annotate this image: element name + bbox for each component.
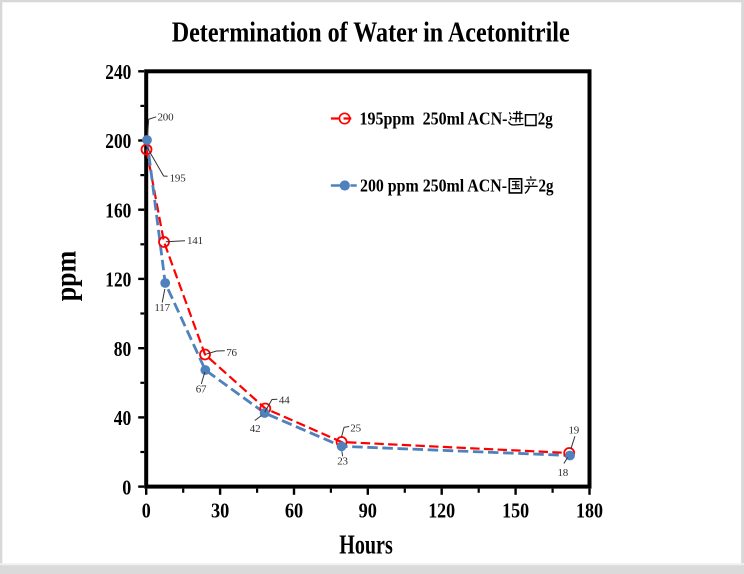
svg-text:2g: 2g — [539, 175, 554, 195]
svg-text:18: 18 — [558, 467, 569, 479]
svg-text:141: 141 — [187, 235, 203, 247]
svg-text:40: 40 — [114, 406, 132, 430]
svg-text:240: 240 — [105, 60, 131, 84]
svg-text:44: 44 — [279, 395, 290, 407]
svg-text:25: 25 — [350, 423, 361, 435]
svg-text:117: 117 — [154, 302, 170, 314]
svg-text:200: 200 — [105, 129, 131, 153]
svg-text:0: 0 — [142, 498, 151, 522]
svg-text:195: 195 — [170, 173, 187, 185]
svg-text:200 ppm 250ml ACN-: 200 ppm 250ml ACN- — [360, 175, 507, 195]
svg-text:120: 120 — [428, 498, 455, 522]
svg-text:60: 60 — [285, 498, 303, 522]
svg-text:76: 76 — [226, 347, 237, 359]
svg-text:2g: 2g — [538, 109, 553, 129]
svg-text:90: 90 — [359, 498, 377, 522]
svg-text:195ppm 250ml ACN-: 195ppm 250ml ACN- — [360, 109, 508, 129]
svg-text:42: 42 — [250, 423, 261, 435]
svg-text:Hours: Hours — [339, 530, 393, 560]
svg-text:200: 200 — [158, 112, 175, 124]
svg-text:120: 120 — [105, 268, 131, 292]
svg-text:0: 0 — [122, 475, 131, 499]
svg-text:180: 180 — [576, 498, 603, 522]
svg-text:160: 160 — [105, 198, 131, 222]
svg-text:19: 19 — [569, 424, 580, 436]
svg-text:30: 30 — [211, 498, 229, 522]
svg-text:23: 23 — [337, 456, 348, 468]
svg-text:67: 67 — [196, 384, 207, 396]
svg-text:Determination of Water in Acet: Determination of Water in Acetonitrile — [172, 17, 570, 48]
svg-text:ppm: ppm — [50, 251, 83, 302]
svg-text:150: 150 — [502, 498, 529, 522]
svg-text:80: 80 — [114, 337, 132, 361]
